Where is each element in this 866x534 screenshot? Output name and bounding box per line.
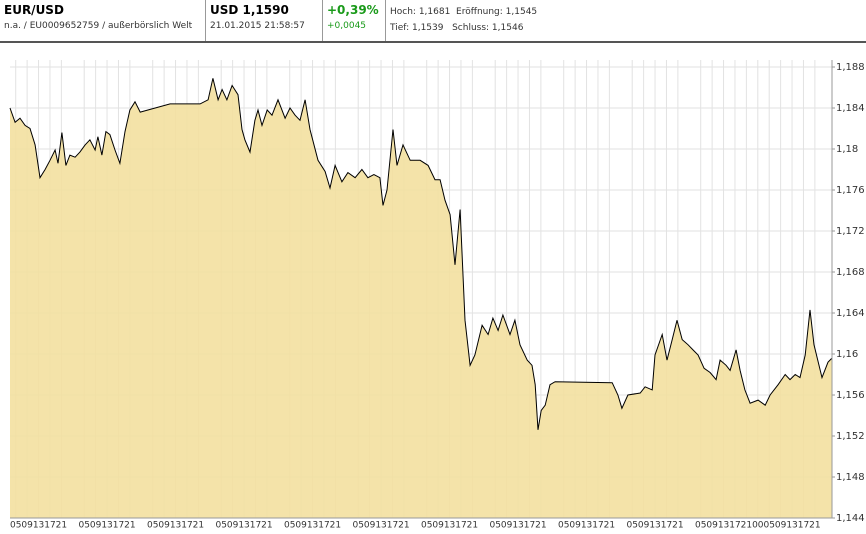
x-tick-label: 17: [181, 521, 192, 531]
x-tick-label: 21: [741, 521, 752, 531]
change-cell: +0,39% +0,0045: [323, 0, 386, 41]
x-tick-label: 05: [284, 521, 295, 531]
x-tick-label: 17: [44, 521, 55, 531]
x-tick-label: 09: [21, 521, 33, 531]
x-tick-label: 21: [467, 521, 478, 531]
x-tick-label: 09: [158, 521, 170, 531]
x-tick-label: 13: [718, 521, 729, 531]
x-tick-label: 21: [193, 521, 204, 531]
x-tick-label: 09: [432, 521, 444, 531]
x-tick-label: 17: [113, 521, 124, 531]
x-tick-label: 21: [56, 521, 67, 531]
x-tick-label: 17: [455, 521, 466, 531]
x-tick-label: 09: [569, 521, 581, 531]
y-tick-label: 1,144: [836, 513, 865, 524]
x-tick-label: 13: [786, 521, 797, 531]
y-tick-label: 1,184: [836, 103, 865, 114]
x-tick-label: 13: [170, 521, 181, 531]
y-tick-label: 1,16: [836, 349, 858, 360]
x-tick-label: 17: [661, 521, 672, 531]
x-tick-label: 09: [706, 521, 718, 531]
x-tick-label: 09: [638, 521, 650, 531]
area-fill: [10, 78, 832, 519]
open: Eröffnung: 1,1545: [456, 7, 538, 17]
x-tick-label: 21: [672, 521, 683, 531]
y-tick-label: 1,176: [836, 185, 865, 196]
x-tick-label: 05: [763, 521, 774, 531]
stats-cell: Hoch: 1,1681 Eröffnung: 1,1545 Tief: 1,1…: [386, 0, 586, 41]
x-tick-label: 17: [387, 521, 398, 531]
y-tick-label: 1,164: [836, 308, 865, 319]
x-tick-label: 09: [364, 521, 376, 531]
x-tick-label: 13: [581, 521, 592, 531]
x-tick-label: 13: [444, 521, 455, 531]
x-tick-label: 21: [535, 521, 546, 531]
x-tick-label: 17: [798, 521, 809, 531]
symbol: EUR/USD: [4, 3, 64, 17]
y-tick-label: 1,168: [836, 267, 865, 278]
x-tick-label: 05: [10, 521, 21, 531]
x-tick-label: 13: [649, 521, 660, 531]
x-tick-label: 09: [90, 521, 102, 531]
x-tick-label: 13: [512, 521, 523, 531]
x-tick-label: 05: [215, 521, 226, 531]
x-tick-label: 21: [398, 521, 409, 531]
x-tick-label: 13: [33, 521, 44, 531]
x-tick-label: 05: [558, 521, 569, 531]
y-tick-label: 1,18: [836, 144, 858, 155]
symbol-cell: EUR/USD n.a. / EU0009652759 / außerbörsl…: [0, 0, 206, 41]
price-cell: USD 1,1590 21.01.2015 21:58:57: [206, 0, 323, 41]
x-tick-label: 05: [489, 521, 500, 531]
x-tick-label: 21: [809, 521, 820, 531]
subtitle: n.a. / EU0009652759 / außerbörslich Welt: [4, 21, 193, 31]
y-tick-label: 1,172: [836, 226, 865, 237]
x-tick-label: 09: [227, 521, 239, 531]
x-tick-label: 09: [775, 521, 787, 531]
x-tick-label: 00: [752, 521, 764, 531]
x-tick-label: 13: [101, 521, 112, 531]
stats-row-2: Tief: 1,1539 Schluss: 1,1546: [390, 23, 582, 33]
x-tick-label: 13: [238, 521, 249, 531]
x-tick-label: 17: [318, 521, 329, 531]
x-tick-label: 21: [604, 521, 615, 531]
price: USD 1,1590: [210, 3, 289, 17]
stats-row-1: Hoch: 1,1681 Eröffnung: 1,1545: [390, 7, 582, 17]
y-tick-label: 1,152: [836, 431, 865, 442]
header: EUR/USD n.a. / EU0009652759 / außerbörsl…: [0, 0, 866, 43]
x-tick-label: 05: [147, 521, 158, 531]
x-tick-label: 21: [261, 521, 272, 531]
y-tick-label: 1,188: [836, 62, 865, 73]
x-tick-label: 05: [695, 521, 706, 531]
close: Schluss: 1,1546: [452, 23, 524, 33]
x-tick-label: 17: [524, 521, 535, 531]
x-tick-label: 21: [330, 521, 341, 531]
x-tick-label: 05: [626, 521, 637, 531]
low: Tief: 1,1539: [390, 23, 444, 33]
y-tick-label: 1,148: [836, 472, 865, 483]
change-abs: +0,0045: [327, 21, 367, 31]
price-line: [9, 78, 833, 430]
x-tick-label: 13: [307, 521, 318, 531]
x-tick-label: 17: [250, 521, 261, 531]
x-tick-label: 13: [375, 521, 386, 531]
x-tick-label: 17: [729, 521, 740, 531]
x-tick-label: 17: [592, 521, 603, 531]
y-tick-label: 1,156: [836, 390, 865, 401]
datetime: 21.01.2015 21:58:57: [210, 21, 305, 31]
high: Hoch: 1,1681: [390, 7, 451, 17]
x-tick-label: 09: [501, 521, 513, 531]
x-tick-label: 05: [421, 521, 432, 531]
x-tick-label: 21: [124, 521, 135, 531]
x-tick-label: 05: [78, 521, 89, 531]
change-pct: +0,39%: [327, 3, 379, 17]
x-tick-label: 05: [352, 521, 363, 531]
x-tick-label: 09: [295, 521, 307, 531]
